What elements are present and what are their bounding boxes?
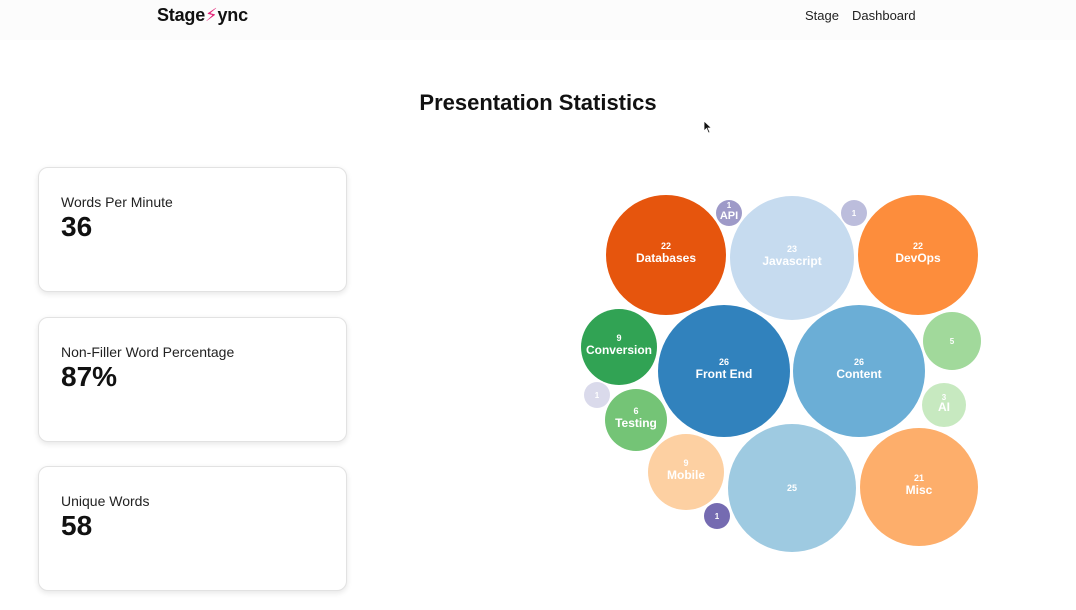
stat-label: Non-Filler Word Percentage bbox=[61, 344, 235, 360]
bubble-circle[interactable] bbox=[841, 200, 867, 226]
bubble-circle[interactable] bbox=[581, 309, 657, 385]
bubble-circle[interactable] bbox=[860, 428, 978, 546]
bubble-name-label: Conversion bbox=[586, 343, 652, 357]
mouse-cursor-icon bbox=[703, 120, 713, 134]
bubble-name-label: Content bbox=[836, 367, 881, 381]
stat-card-non-filler-percentage: Non-Filler Word Percentage 87% bbox=[38, 317, 347, 442]
bubble-name-label: Testing bbox=[615, 416, 657, 430]
bubble-unlabeled-15[interactable]: 1 bbox=[704, 503, 730, 529]
bubble-name-label: DevOps bbox=[895, 251, 941, 265]
bubble-value-label: 1 bbox=[852, 209, 857, 218]
bubble-name-label: Databases bbox=[636, 251, 696, 265]
navbar: Stage⚡ync Stage Dashboard bbox=[0, 0, 1076, 40]
logo-suffix: ync bbox=[217, 5, 248, 25]
bubble-circle[interactable] bbox=[793, 305, 925, 437]
bubble-circle[interactable] bbox=[648, 434, 724, 510]
logo[interactable]: Stage⚡ync bbox=[157, 5, 248, 26]
bubble-circle[interactable] bbox=[716, 200, 742, 226]
bubble-value-label: 5 bbox=[950, 337, 955, 346]
nav-links: Stage Dashboard bbox=[805, 8, 916, 23]
stat-value: 58 bbox=[61, 510, 93, 541]
bubble-circle[interactable] bbox=[584, 382, 610, 408]
bubble-circle[interactable] bbox=[923, 312, 981, 370]
stat-value: 87% bbox=[61, 361, 118, 392]
bubble-circle[interactable] bbox=[922, 383, 966, 427]
bubble-name-label: Javascript bbox=[762, 254, 821, 268]
stat-value: 36 bbox=[61, 211, 93, 242]
page-title: Presentation Statistics bbox=[419, 90, 657, 115]
bubble-circle[interactable] bbox=[858, 195, 978, 315]
bubble-value-label: 22 bbox=[913, 241, 923, 251]
logo-prefix: Stage bbox=[157, 5, 206, 25]
bubble-name-label: Mobile bbox=[667, 468, 705, 482]
nav-link-dashboard[interactable]: Dashboard bbox=[851, 8, 916, 23]
bubble-value-label: 1 bbox=[595, 391, 600, 400]
bubble-ai[interactable]: 3AI bbox=[922, 383, 966, 427]
bubble-name-label: Misc bbox=[906, 483, 933, 497]
bubble-value-label: 22 bbox=[661, 241, 671, 251]
stat-label: Unique Words bbox=[61, 493, 150, 509]
bubble-unlabeled-13[interactable]: 25 bbox=[728, 424, 856, 552]
bubble-value-label: 1 bbox=[727, 201, 732, 210]
bubble-circle[interactable] bbox=[658, 305, 790, 437]
bubble-name-label: AI bbox=[938, 400, 950, 414]
bubble-value-label: 21 bbox=[914, 473, 924, 483]
bubble-value-label: 9 bbox=[683, 458, 688, 468]
bubble-value-label: 23 bbox=[787, 244, 797, 254]
bubble-unlabeled-8[interactable]: 5 bbox=[923, 312, 981, 370]
bubble-circle[interactable] bbox=[730, 196, 854, 320]
bubble-value-label: 26 bbox=[854, 357, 864, 367]
bubble-value-label: 25 bbox=[787, 483, 797, 493]
stat-card-words-per-minute: Words Per Minute 36 bbox=[38, 167, 347, 292]
bubble-chart: 22Databases1API23Javascript122DevOps9Con… bbox=[581, 195, 981, 552]
bubble-value-label: 1 bbox=[715, 512, 720, 521]
bubble-value-label: 26 bbox=[719, 357, 729, 367]
bubble-circle[interactable] bbox=[605, 389, 667, 451]
bubble-name-label: Front End bbox=[696, 367, 753, 381]
bubble-name-label: API bbox=[720, 210, 738, 222]
bubble-unlabeled-3[interactable]: 1 bbox=[841, 200, 867, 226]
stat-card-unique-words: Unique Words 58 bbox=[38, 466, 347, 591]
bubble-circle[interactable] bbox=[704, 503, 730, 529]
bubble-value-label: 6 bbox=[633, 406, 638, 416]
bubble-value-label: 3 bbox=[942, 393, 947, 402]
nav-link-stage[interactable]: Stage bbox=[805, 8, 839, 23]
bubble-unlabeled-9[interactable]: 1 bbox=[584, 382, 610, 408]
bubble-circle[interactable] bbox=[728, 424, 856, 552]
lightning-icon: ⚡ bbox=[205, 5, 218, 25]
bubble-circle[interactable] bbox=[606, 195, 726, 315]
bubble-value-label: 9 bbox=[616, 333, 621, 343]
stat-label: Words Per Minute bbox=[61, 194, 173, 210]
